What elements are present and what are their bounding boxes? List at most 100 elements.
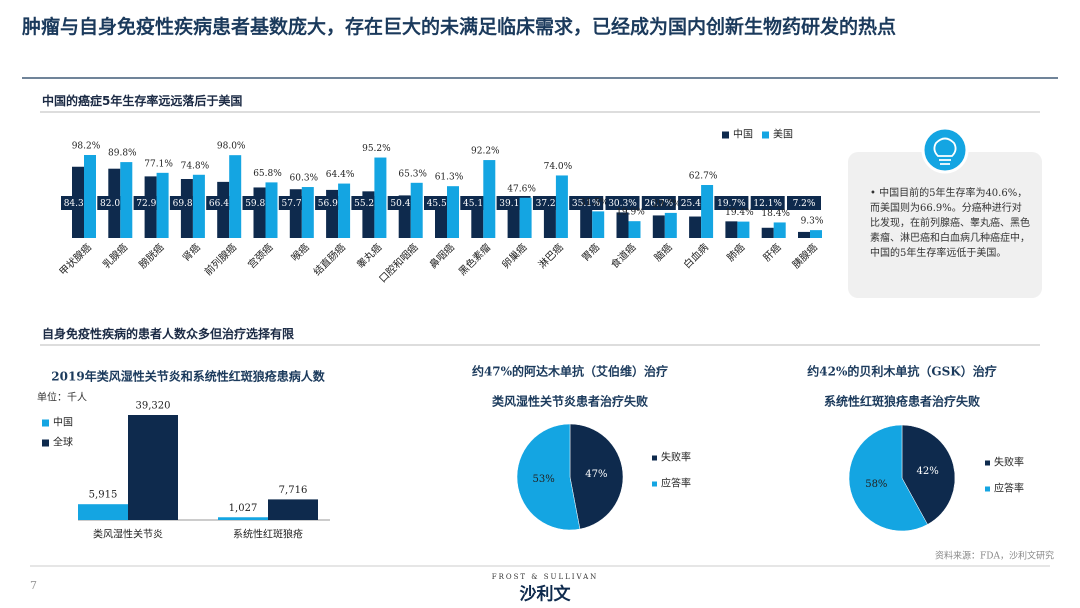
x-tick-label: 甲状腺癌 (56, 241, 93, 278)
x-tick-label: 喉癌 (288, 241, 311, 264)
pie-slice (901, 424, 956, 525)
value-label: 60.3% (290, 174, 319, 184)
x-tick-label: 睾丸癌 (354, 241, 384, 271)
value-label: 12.1% (753, 199, 782, 209)
value-label: 65.3% (398, 169, 427, 179)
value-label: 9.3% (801, 217, 824, 227)
legend-swatch (42, 419, 49, 427)
bar (268, 499, 318, 520)
x-tick-label: 脑癌 (651, 241, 674, 264)
value-label-box (714, 196, 749, 210)
legend-label: 应答率 (661, 477, 691, 490)
bar (483, 160, 496, 238)
value-label: 89.8% (108, 149, 137, 159)
chart-subtitle: 类风湿性关节炎患者治疗失败 (492, 394, 648, 409)
value-label: 42% (917, 466, 939, 477)
value-label: 59.8% (245, 199, 274, 209)
value-label: 61.3% (435, 173, 464, 183)
x-tick-label: 乳腺癌 (100, 241, 130, 271)
value-label: 98.2% (72, 142, 101, 152)
value-label: 92.2% (471, 147, 500, 157)
legend-swatch (985, 486, 990, 492)
bar (543, 206, 556, 238)
pie-slice (848, 424, 928, 532)
value-label: 64.4% (326, 170, 355, 180)
bar (689, 216, 702, 238)
value-label: 65.8% (253, 169, 282, 179)
value-label: 55.2% (354, 199, 383, 209)
pie-slice (516, 423, 581, 531)
value-label: 19.9% (616, 208, 645, 218)
value-label: 77.1% (144, 159, 173, 169)
bar (664, 212, 677, 238)
section-heading: 中国的癌症5年生存率远远落后于美国 (42, 94, 243, 108)
value-label: 29.7% (653, 199, 682, 209)
bar (761, 227, 774, 238)
x-tick-label: 类风湿性关节炎 (93, 528, 163, 541)
value-label: 66.4% (209, 199, 238, 209)
bar (447, 186, 459, 238)
legend-swatch (762, 131, 769, 139)
bar (338, 183, 351, 238)
value-label: 62.7% (689, 172, 718, 182)
callout-text: • 中国目前的5年生存率为40.6%，而美国则为66.9%。分癌种进行对比发现，… (870, 188, 1030, 259)
value-label-box (569, 196, 604, 210)
bar (128, 415, 178, 520)
value-label: 47.6% (507, 184, 536, 194)
chart-subtitle: 单位：千人 (37, 391, 87, 404)
x-tick-label: 宫颈癌 (245, 241, 275, 271)
legend-label: 中国 (53, 416, 73, 429)
legend-label: 应答率 (994, 482, 1024, 495)
x-tick-label: 白血病 (681, 241, 711, 271)
chart-title: 2019年类风湿性关节炎和系统性红斑狼疮患病人数 (51, 369, 325, 384)
bar (773, 222, 786, 238)
callout-box (848, 152, 1042, 298)
bar (410, 182, 423, 238)
value-label: 37.2% (536, 199, 565, 209)
chart-title: 约42%的贝利木单抗（GSK）治疗 (807, 364, 996, 379)
source: 资料来源：FDA，沙利文研究 (935, 550, 1054, 562)
legend-label: 全球 (53, 436, 73, 449)
legend-swatch (42, 439, 49, 447)
value-label: 57.7% (282, 199, 311, 209)
value-label-box (787, 196, 821, 210)
value-label: 31.5% (580, 198, 609, 208)
bar (229, 155, 242, 238)
bar (580, 208, 593, 238)
bar (616, 212, 629, 238)
bulb-icon (921, 126, 969, 174)
value-label: 50.4% (390, 199, 419, 209)
bar (301, 187, 314, 238)
x-tick-label: 胰腺癌 (789, 241, 819, 271)
bar (519, 197, 532, 238)
bar (218, 517, 268, 520)
x-tick-label: 肾癌 (179, 241, 202, 264)
value-label: 7.2% (793, 199, 816, 209)
legend-label: 中国 (733, 128, 753, 141)
bar (701, 185, 714, 238)
chart-subtitle: 系统性红斑狼疮患者治疗失败 (824, 394, 980, 409)
bar (555, 175, 568, 238)
x-tick-label: 黑色素瘤 (456, 241, 493, 278)
section-heading: 自身免疫性疾病的患者人数众多但治疗选择有限 (42, 327, 295, 341)
bar (265, 182, 278, 238)
pie-slice (569, 423, 624, 530)
logo-top: FROST & SULLIVAN (492, 573, 599, 581)
bar (156, 172, 169, 238)
value-label: 47% (585, 469, 607, 480)
legend-label: 失败率 (994, 456, 1024, 469)
value-label: 26.7% (645, 199, 674, 209)
x-tick-label: 胃癌 (579, 241, 602, 264)
x-tick-label: 结直肠癌 (311, 241, 348, 278)
value-label: 30.3% (608, 199, 637, 209)
value-label: 19.7% (717, 199, 746, 209)
value-label: 1,027 (229, 503, 258, 514)
x-tick-label: 系统性红斑狼疮 (233, 528, 303, 541)
value-label: 19.4% (725, 208, 754, 218)
value-label: 45.1% (463, 199, 492, 209)
value-label: 74.0% (544, 162, 573, 172)
value-label: 72.9% (136, 199, 165, 209)
value-label: 98.0% (217, 142, 246, 152)
legend-swatch (722, 131, 729, 139)
bar (374, 157, 387, 238)
